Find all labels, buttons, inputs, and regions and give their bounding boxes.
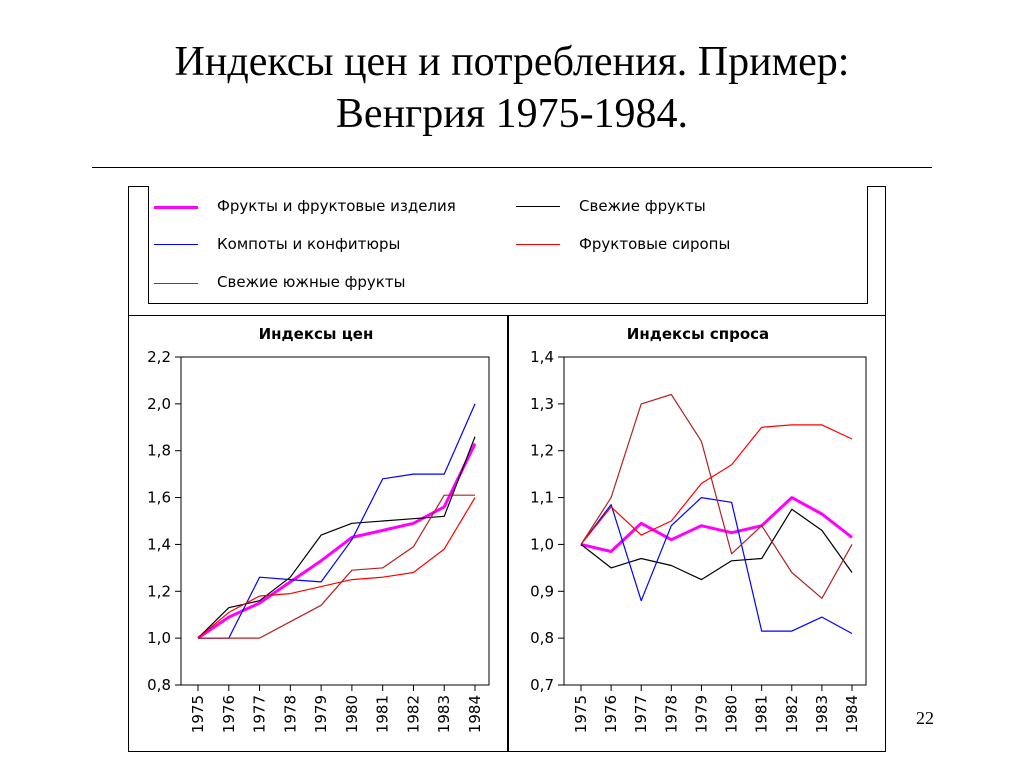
legend-swatch-2 xyxy=(154,244,198,245)
demand-y-tick-label: 0,8 xyxy=(530,629,554,647)
demand-x-tick-label: 1976 xyxy=(602,695,620,733)
price-y-tick-label: 0,8 xyxy=(147,676,171,694)
demand-y-tick-label: 1,2 xyxy=(530,442,554,460)
price-x-tick-label: 1982 xyxy=(404,695,422,733)
price-x-tick-label: 1981 xyxy=(374,695,392,733)
price-plot-area xyxy=(180,356,490,686)
slide-title: Индексы цен и потребления. Пример: Венгр… xyxy=(0,36,1024,140)
legend-label-3: Фруктовые сиропы xyxy=(579,235,731,253)
legend-swatch-1 xyxy=(516,206,560,207)
legend-swatch-0 xyxy=(154,206,198,209)
panel-divider-vertical xyxy=(507,315,509,752)
demand-y-tick-label: 1,3 xyxy=(530,395,554,413)
price-x-tick-label: 1977 xyxy=(251,695,269,733)
demand-series-line-1 xyxy=(580,508,853,581)
demand-series-line-3 xyxy=(580,424,853,545)
legend-label-4: Свежие южные фрукты xyxy=(217,273,406,291)
title-underline xyxy=(92,167,932,168)
demand-x-tick-label: 1981 xyxy=(753,695,771,733)
price-x-tick-label: 1975 xyxy=(189,695,207,733)
price-y-tick-label: 1,6 xyxy=(147,489,171,507)
legend-label-0: Фрукты и фруктовые изделия xyxy=(217,197,456,215)
demand-plot-area xyxy=(563,356,867,686)
demand-series-line-2 xyxy=(580,497,853,635)
price-y-tick-label: 2,0 xyxy=(147,395,171,413)
price-series-line-4 xyxy=(198,494,475,639)
demand-x-tick-label: 1983 xyxy=(813,695,831,733)
demand-y-tick-label: 0,9 xyxy=(530,582,554,600)
price-series-line-3 xyxy=(197,497,476,639)
price-x-tick-label: 1976 xyxy=(220,695,238,733)
demand-series-line-4 xyxy=(580,393,853,599)
demand-x-tick-label: 1975 xyxy=(572,695,590,733)
price-y-tick-label: 1,0 xyxy=(147,629,171,647)
demand-x-tick-label: 1978 xyxy=(662,695,680,733)
price-x-tick-label: 1983 xyxy=(435,695,453,733)
price-x-tick-label: 1979 xyxy=(312,695,330,733)
legend-label-2: Компоты и конфитюры xyxy=(217,235,401,253)
demand-x-tick-label: 1979 xyxy=(692,695,710,733)
demand-y-tick-label: 1,1 xyxy=(530,489,554,507)
demand-series-line-0 xyxy=(580,496,853,553)
demand-x-tick-label: 1980 xyxy=(723,695,741,733)
demand-chart-title: Индексы спроса xyxy=(627,325,769,343)
price-y-tick-label: 2,2 xyxy=(147,348,171,366)
demand-y-tick-label: 1,4 xyxy=(530,348,554,366)
legend-swatch-4 xyxy=(154,283,198,284)
demand-y-tick-label: 1,0 xyxy=(530,535,554,553)
price-x-tick-label: 1978 xyxy=(281,695,299,733)
price-series-line-2 xyxy=(198,403,476,639)
price-y-tick-label: 1,2 xyxy=(147,582,171,600)
page-number: 22 xyxy=(916,708,934,728)
price-y-tick-label: 1,4 xyxy=(147,535,171,553)
title-line-1: Индексы цен и потребления. Пример: xyxy=(174,39,850,85)
demand-y-tick-label: 0,7 xyxy=(530,676,554,694)
legend-label-1: Свежие фрукты xyxy=(579,197,706,215)
title-line-2: Венгрия 1975-1984. xyxy=(335,91,689,137)
legend: Фрукты и фруктовые изделия Свежие фрукты… xyxy=(148,186,868,304)
legend-swatch-3 xyxy=(516,244,560,245)
price-chart-title: Индексы цен xyxy=(259,325,374,343)
demand-x-tick-label: 1984 xyxy=(843,695,861,733)
price-x-tick-label: 1984 xyxy=(466,695,484,733)
demand-x-tick-label: 1977 xyxy=(632,695,650,733)
price-x-tick-label: 1980 xyxy=(343,695,361,733)
demand-x-tick-label: 1982 xyxy=(783,695,801,733)
price-series-line-0 xyxy=(197,443,477,640)
price-y-tick-label: 1,8 xyxy=(147,442,171,460)
